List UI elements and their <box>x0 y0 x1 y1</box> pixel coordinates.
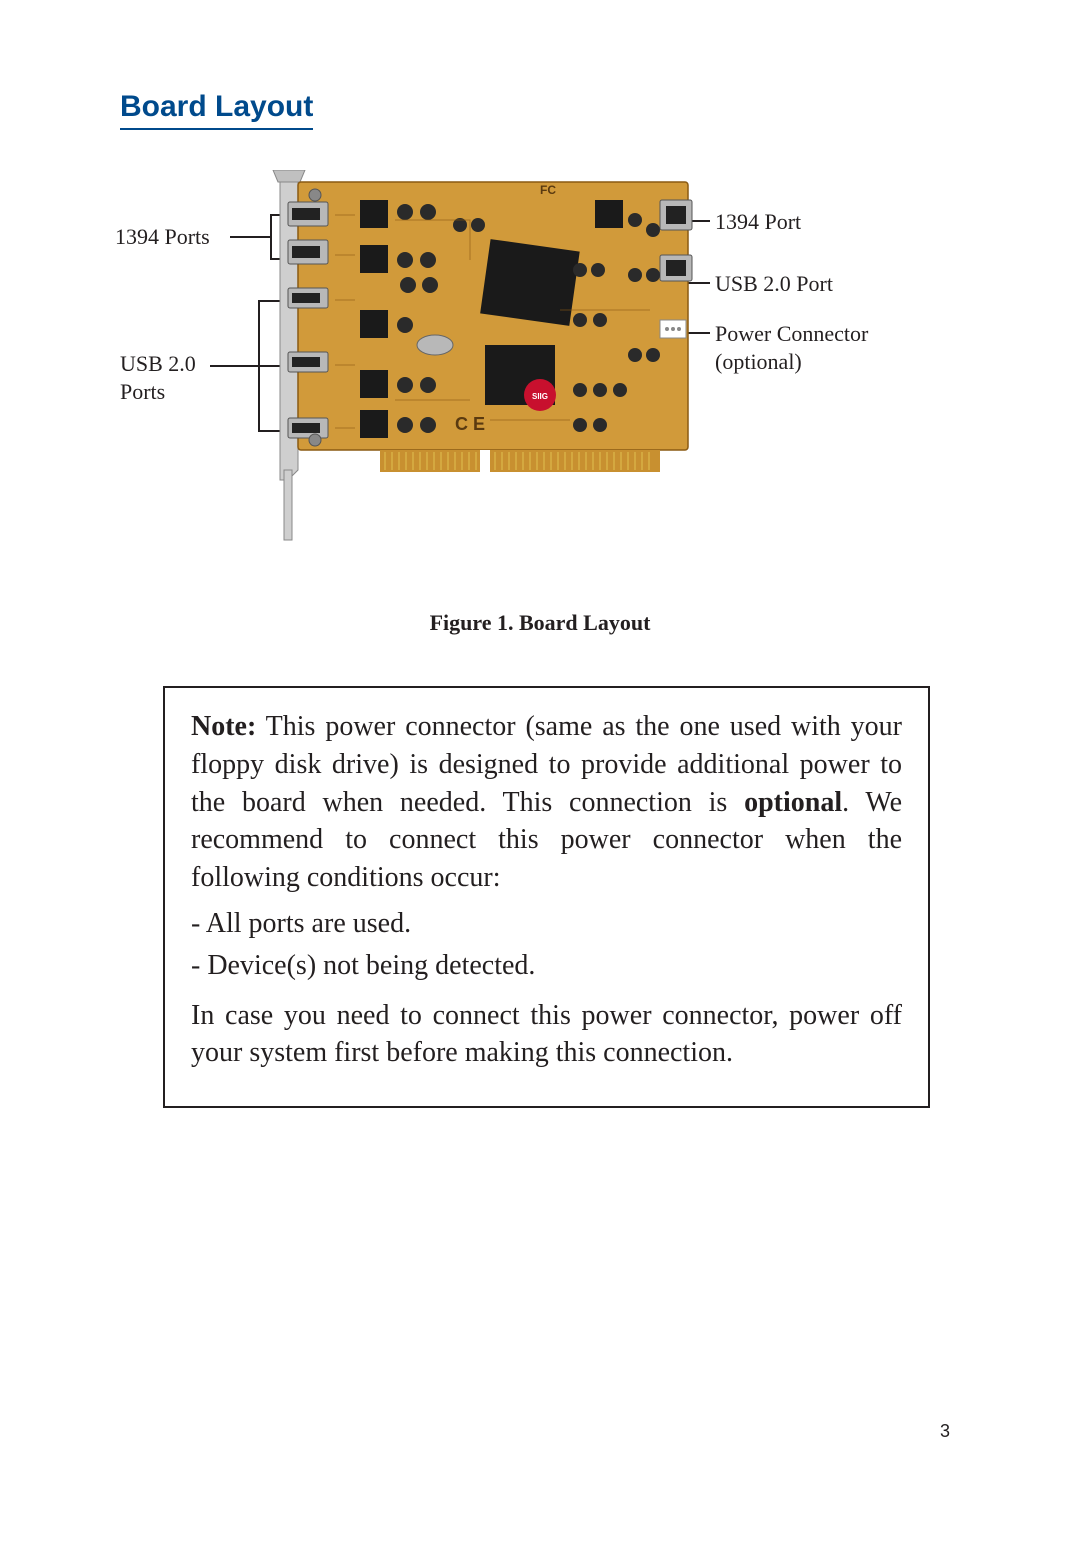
note-list-item: All ports are used. <box>191 905 902 943</box>
note-paragraph-2: In case you need to connect this power c… <box>191 997 902 1073</box>
page-number: 3 <box>940 1421 950 1442</box>
figure-container: 1394 Ports USB 2.0 Ports 1394 Port USB 2… <box>120 170 960 600</box>
note-title: Note: <box>191 711 256 742</box>
label-power-connector-right: Power Connector (optional) <box>715 320 868 375</box>
board-illustration: SIIG C E FC <box>240 170 700 570</box>
label-usb-ports-left: USB 2.0 Ports <box>120 350 196 405</box>
note-list: All ports are used. Device(s) not being … <box>191 905 902 985</box>
svg-text:SIIG: SIIG <box>532 392 548 401</box>
note-box: Note: This power connector (same as the … <box>163 686 930 1108</box>
svg-text:C E: C E <box>455 414 485 434</box>
note-list-item: Device(s) not being detected. <box>191 947 902 985</box>
note-paragraph-1: Note: This power connector (same as the … <box>191 708 902 897</box>
svg-text:FC: FC <box>540 183 556 197</box>
label-usb-port-right: USB 2.0 Port <box>715 270 833 298</box>
label-1394-port-right: 1394 Port <box>715 208 801 236</box>
label-1394-ports-left: 1394 Ports <box>115 223 210 251</box>
page-container: Board Layout 1394 Ports USB 2.0 Ports 13… <box>0 0 1080 1542</box>
page-heading: Board Layout <box>120 90 313 130</box>
figure-caption: Figure 1. Board Layout <box>120 610 960 636</box>
note-optional: optional <box>744 787 842 818</box>
